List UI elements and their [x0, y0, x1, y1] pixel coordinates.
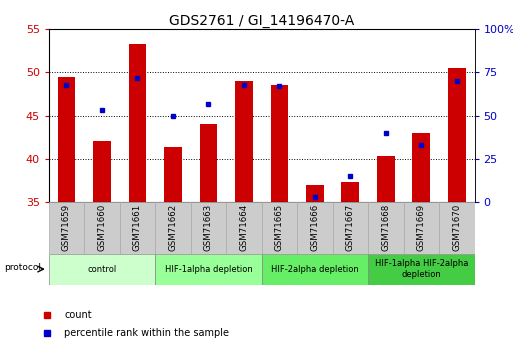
- Text: GSM71667: GSM71667: [346, 204, 355, 251]
- Bar: [129, 44, 146, 202]
- Text: GSM71660: GSM71660: [97, 204, 107, 251]
- Bar: [93, 141, 111, 202]
- Bar: [84, 202, 120, 254]
- Bar: [297, 202, 332, 254]
- Text: GSM71670: GSM71670: [452, 204, 461, 251]
- Text: GSM71659: GSM71659: [62, 204, 71, 251]
- Text: GSM71664: GSM71664: [240, 204, 248, 251]
- Bar: [262, 254, 368, 285]
- Text: control: control: [87, 265, 116, 274]
- Bar: [235, 81, 253, 202]
- Bar: [155, 202, 191, 254]
- Bar: [306, 185, 324, 202]
- Text: GSM71663: GSM71663: [204, 204, 213, 251]
- Bar: [155, 254, 262, 285]
- Text: GSM71661: GSM71661: [133, 204, 142, 251]
- Bar: [412, 133, 430, 202]
- Text: GSM71665: GSM71665: [275, 204, 284, 251]
- Text: GSM71666: GSM71666: [310, 204, 320, 251]
- Bar: [57, 77, 75, 202]
- Bar: [342, 182, 359, 202]
- Text: protocol: protocol: [4, 263, 41, 272]
- Text: HIF-2alpha depletion: HIF-2alpha depletion: [271, 265, 359, 274]
- Bar: [332, 202, 368, 254]
- Text: HIF-1alpha depletion: HIF-1alpha depletion: [165, 265, 252, 274]
- Text: count: count: [64, 310, 92, 319]
- Title: GDS2761 / GI_14196470-A: GDS2761 / GI_14196470-A: [169, 14, 354, 28]
- Bar: [439, 202, 475, 254]
- Bar: [448, 68, 466, 202]
- Bar: [262, 202, 297, 254]
- Bar: [200, 124, 218, 202]
- Text: percentile rank within the sample: percentile rank within the sample: [64, 328, 229, 338]
- Text: GSM71669: GSM71669: [417, 204, 426, 251]
- Bar: [404, 202, 439, 254]
- Text: GSM71662: GSM71662: [168, 204, 177, 251]
- Bar: [191, 202, 226, 254]
- Bar: [164, 148, 182, 202]
- Bar: [270, 85, 288, 202]
- Bar: [368, 254, 475, 285]
- Bar: [120, 202, 155, 254]
- Text: HIF-1alpha HIF-2alpha
depletion: HIF-1alpha HIF-2alpha depletion: [374, 259, 468, 279]
- Bar: [377, 156, 394, 202]
- Bar: [49, 254, 155, 285]
- Bar: [226, 202, 262, 254]
- Bar: [368, 202, 404, 254]
- Bar: [49, 202, 84, 254]
- Text: GSM71668: GSM71668: [381, 204, 390, 251]
